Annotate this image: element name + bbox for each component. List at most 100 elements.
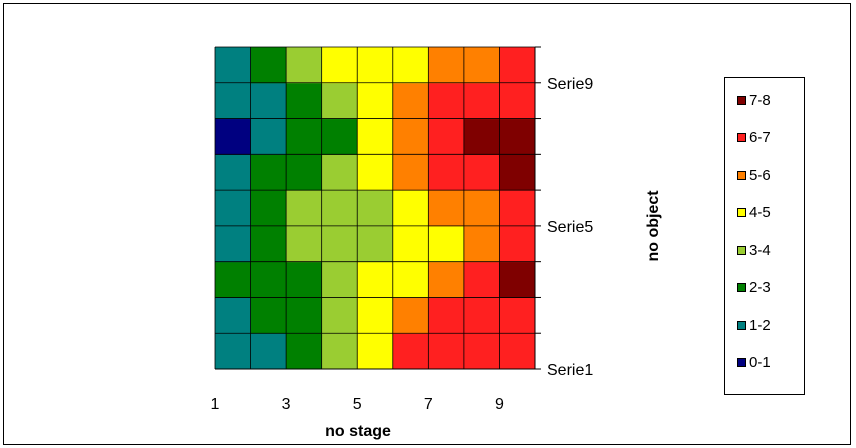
contour-cell (357, 47, 394, 84)
contour-cell (321, 47, 358, 84)
contour-cell (215, 190, 252, 227)
contour-cell (428, 190, 465, 227)
contour-cell (499, 82, 536, 120)
legend-item: 2-3 (737, 278, 771, 298)
contour-cell (428, 154, 465, 191)
legend-item: 4-5 (737, 203, 771, 223)
legend-swatch (737, 95, 746, 105)
contour-cell (286, 118, 323, 155)
legend-item: 3-4 (737, 240, 771, 260)
contour-cell (286, 82, 323, 120)
contour-cell (250, 154, 287, 191)
contour-cell (392, 190, 429, 227)
contour-cell (357, 82, 394, 120)
contour-cell (286, 154, 323, 191)
contour-cell (357, 333, 394, 370)
x-tick-label: 9 (495, 396, 504, 413)
contour-cell (463, 82, 500, 120)
contour-cell (286, 333, 323, 370)
contour-cell (321, 297, 358, 334)
x-tick-label: 1 (211, 396, 220, 413)
contour-cell (357, 118, 394, 155)
contour-cell (463, 297, 500, 334)
contour-cell (321, 154, 358, 191)
legend-swatch (737, 245, 746, 255)
legend-label: 1-2 (749, 316, 771, 334)
contour-cell (250, 82, 287, 120)
contour-cell (215, 118, 252, 155)
axes (215, 46, 541, 370)
contour-cell (250, 297, 287, 334)
legend-swatch (737, 320, 746, 330)
legend: 7-8 6-7 5-6 4-5 3-4 2-3 1-2 0-1 (724, 77, 805, 395)
legend-swatch (737, 358, 746, 367)
contour-cell (250, 118, 287, 155)
contour-cell (428, 118, 465, 155)
contour-cell (428, 82, 465, 120)
contour-cell (499, 225, 536, 263)
legend-label: 4-5 (749, 204, 771, 221)
x-tick-labels: 1 3 5 7 9 (211, 396, 504, 413)
contour-cell (286, 297, 323, 334)
contour-cell (499, 333, 536, 370)
contour-cell (321, 261, 358, 298)
legend-swatch (737, 170, 746, 180)
legend-label: 7-8 (749, 91, 771, 109)
contour-cell (215, 225, 252, 263)
contour-cell (286, 47, 323, 84)
contour-cell (286, 261, 323, 298)
contour-cell (428, 297, 465, 334)
contour-cell (392, 297, 429, 334)
contour-cell (463, 333, 500, 370)
contour-cell (215, 297, 252, 334)
contour-cell (499, 261, 536, 298)
contour-cell (321, 225, 358, 263)
contour-cell (321, 118, 358, 155)
legend-item: 5-6 (737, 165, 771, 185)
legend-swatch (737, 208, 746, 217)
x-tick-label: 7 (424, 396, 433, 413)
contour-cell (392, 225, 429, 263)
legend-label: 5-6 (749, 166, 771, 184)
legend-swatch (737, 133, 746, 142)
contour-cell (357, 261, 394, 298)
contour-cell (463, 47, 500, 84)
contour-cell (499, 154, 536, 191)
contour-cell (357, 225, 394, 263)
contour-cell (428, 261, 465, 298)
contour-cell (357, 154, 394, 191)
y-tick-label: Serie5 (547, 219, 593, 236)
contour-cell (463, 154, 500, 191)
contour-cell (463, 118, 500, 155)
contour-cell (499, 47, 536, 84)
chart-area: 1 3 5 7 9 Serie1 Serie5 Serie9 no stage no obj… (3, 3, 851, 445)
contour-cell (215, 47, 252, 84)
contour-cell (392, 154, 429, 191)
legend-item: 6-7 (737, 128, 771, 148)
contour-cell (250, 225, 287, 263)
x-axis-title: no stage (325, 423, 391, 440)
contour-cell (286, 190, 323, 227)
contour-cell (463, 261, 500, 298)
y-tick-label: Serie9 (547, 76, 593, 93)
contour-cell (428, 47, 465, 84)
contour-cell (392, 333, 429, 370)
contour-chart: 1 3 5 7 9 Serie1 Serie5 Serie9 no stage no obj… (211, 46, 662, 440)
y-axis-title: no object (645, 190, 662, 262)
contour-cell (215, 333, 252, 370)
contour-cells (215, 47, 536, 370)
contour-cell (357, 297, 394, 334)
contour-cell (321, 82, 358, 120)
contour-cell (392, 47, 429, 84)
legend-item: 7-8 (737, 90, 771, 110)
contour-cell (321, 190, 358, 227)
legend-label: 6-7 (749, 129, 771, 146)
contour-cell (499, 118, 536, 155)
contour-cell (392, 261, 429, 298)
contour-cell (392, 118, 429, 155)
contour-cell (428, 333, 465, 370)
x-tick-label: 5 (353, 396, 362, 413)
contour-cell (428, 225, 465, 263)
legend-label: 2-3 (749, 279, 771, 296)
legend-item: 1-2 (737, 315, 771, 335)
